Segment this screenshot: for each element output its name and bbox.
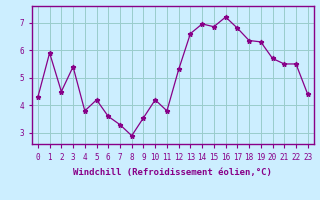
X-axis label: Windchill (Refroidissement éolien,°C): Windchill (Refroidissement éolien,°C): [73, 168, 272, 177]
